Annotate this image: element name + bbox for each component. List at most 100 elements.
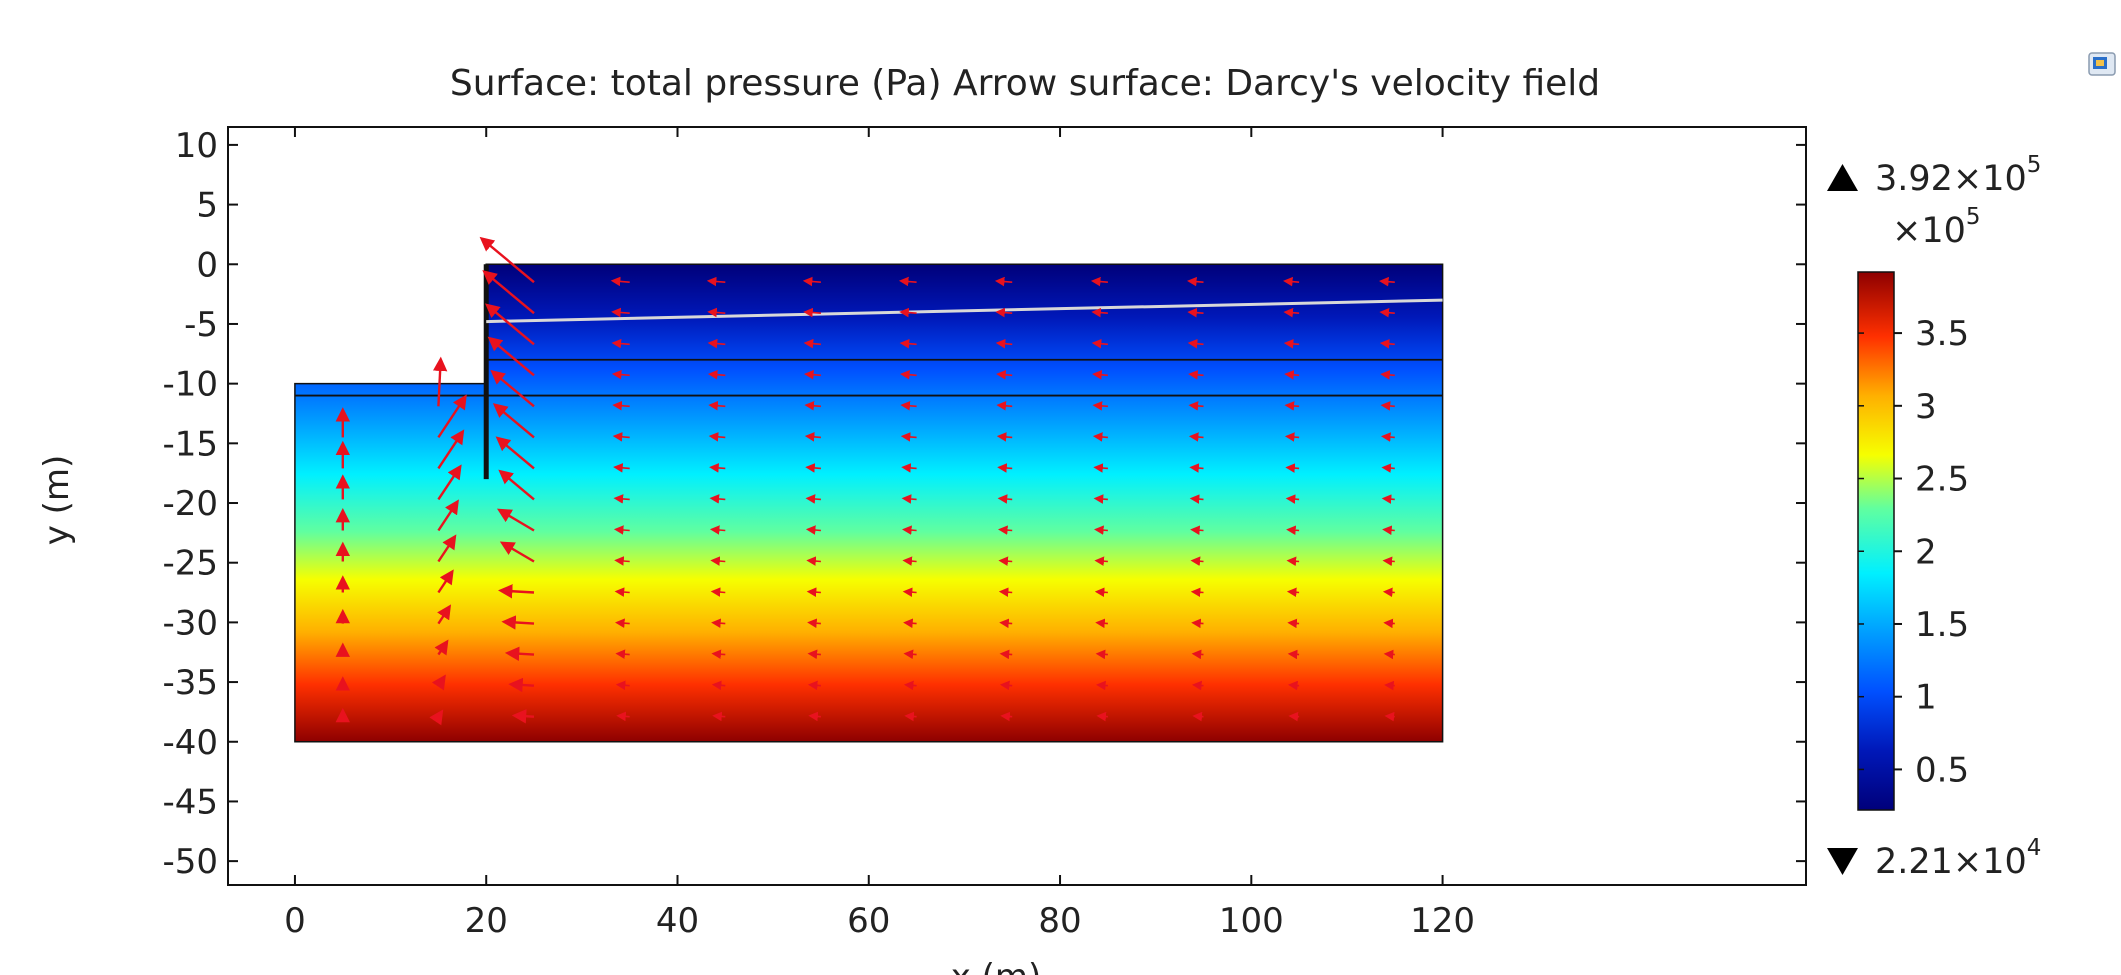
velocity-arrow xyxy=(1380,401,1395,411)
velocity-arrow xyxy=(504,646,535,661)
velocity-arrow xyxy=(616,711,630,722)
velocity-arrow xyxy=(1287,618,1300,629)
velocity-arrow xyxy=(1187,338,1204,349)
velocity-arrow xyxy=(1284,432,1300,442)
velocity-arrow xyxy=(1287,649,1300,660)
x-tick-label: 0 xyxy=(284,901,306,941)
y-axis-label: y (m) xyxy=(37,455,77,546)
velocity-arrow xyxy=(1283,307,1300,318)
velocity-arrow xyxy=(806,556,821,566)
velocity-arrow xyxy=(1189,463,1204,473)
y-tick-label: -10 xyxy=(162,365,218,405)
velocity-arrow xyxy=(1381,432,1395,442)
velocity-arrow xyxy=(802,276,821,287)
y-tick-label: -20 xyxy=(162,484,218,524)
y-tick-label: 5 xyxy=(196,186,218,226)
velocity-arrow xyxy=(900,432,917,442)
pressure-field xyxy=(294,263,1444,743)
y-tick-label: -5 xyxy=(184,305,218,345)
velocity-arrow xyxy=(1379,276,1395,287)
velocity-arrow xyxy=(709,494,726,504)
velocity-arrow xyxy=(1381,463,1395,473)
velocity-arrow xyxy=(710,556,726,566)
velocity-arrow xyxy=(708,400,726,411)
velocity-arrow xyxy=(1192,711,1204,722)
velocity-arrow xyxy=(1379,307,1395,318)
velocity-arrow xyxy=(499,541,535,563)
velocity-arrow xyxy=(901,494,917,504)
velocity-arrow xyxy=(432,356,448,407)
velocity-arrow xyxy=(1093,463,1108,473)
velocity-arrow xyxy=(994,276,1013,287)
velocity-arrow xyxy=(998,525,1013,535)
velocity-arrow xyxy=(707,369,726,380)
y-tick-label: -35 xyxy=(162,663,218,703)
velocity-arrow xyxy=(1096,680,1108,691)
colorbar-tick-label: 3.5 xyxy=(1915,314,1969,354)
velocity-arrow xyxy=(1091,338,1108,349)
velocity-arrow xyxy=(1096,711,1108,722)
velocity-arrow xyxy=(711,680,726,691)
velocity-arrow xyxy=(613,463,630,473)
velocity-arrow xyxy=(805,494,821,504)
min-triangle-icon xyxy=(1827,848,1858,875)
plot-frame xyxy=(227,126,1807,886)
colorbar-tick-label: 3 xyxy=(1915,387,1937,427)
y-tick-label: -50 xyxy=(162,842,218,882)
y-tick-label: -25 xyxy=(162,544,218,584)
velocity-arrow xyxy=(999,649,1013,660)
velocity-arrow xyxy=(437,429,465,470)
domain-lines xyxy=(294,264,1443,480)
velocity-arrow xyxy=(711,618,726,629)
velocity-arrow xyxy=(707,307,726,318)
velocity-arrow xyxy=(613,494,630,504)
velocity-arrow xyxy=(1380,370,1395,380)
x-tick-label: 80 xyxy=(1038,901,1081,941)
velocity-arrow xyxy=(804,432,821,442)
velocity-arrow xyxy=(437,534,457,563)
velocity-arrow xyxy=(1092,370,1108,380)
velocity-arrow xyxy=(490,369,535,408)
velocity-arrow xyxy=(711,649,726,660)
velocity-arrow xyxy=(437,499,459,532)
velocity-arrow xyxy=(803,338,821,349)
colorbar-tick-label: 0.5 xyxy=(1915,750,1969,790)
velocity-arrow xyxy=(495,436,535,470)
colorbar-ticks: 3.5 3 2.5 2 1.5 1 0.5 xyxy=(1858,314,1969,790)
velocity-arrow xyxy=(1381,494,1395,504)
velocity-arrow xyxy=(1286,525,1300,536)
velocity-arrow xyxy=(999,680,1013,691)
velocity-arrow xyxy=(498,469,535,501)
velocity-arrow xyxy=(1192,680,1204,691)
velocity-arrow xyxy=(1095,618,1108,629)
velocity-arrow xyxy=(900,401,917,411)
velocity-arrow xyxy=(1187,307,1204,318)
velocity-arrow xyxy=(1383,649,1395,660)
velocity-arrow xyxy=(1093,494,1108,504)
velocity-arrow xyxy=(611,307,630,318)
x-axis-ticks: 0 20 40 60 80 100 120 xyxy=(284,127,1475,941)
velocity-arrow xyxy=(901,463,917,473)
velocity-arrow xyxy=(898,276,917,287)
velocity-arrow xyxy=(1094,587,1108,598)
velocity-arrow xyxy=(996,370,1013,380)
colorbar-scale-label: ×105 xyxy=(1892,204,1981,251)
velocity-arrow xyxy=(998,587,1013,597)
velocity-arrow xyxy=(1379,339,1395,349)
velocity-arrow xyxy=(1285,463,1300,473)
velocity-arrow xyxy=(807,649,821,660)
colorbar-tick-label: 2 xyxy=(1915,532,1937,572)
velocity-arrow xyxy=(1092,432,1108,442)
velocity-arrow xyxy=(437,464,462,501)
velocity-arrow xyxy=(1190,587,1204,598)
y-tick-label: 0 xyxy=(196,245,218,285)
velocity-arrow xyxy=(806,587,821,597)
x-axis-label: x (m) xyxy=(951,957,1042,975)
image-icon[interactable] xyxy=(2088,52,2116,78)
velocity-arrow xyxy=(1288,680,1300,691)
colorbar-tick-label: 2.5 xyxy=(1915,460,1969,500)
velocity-arrow xyxy=(498,584,535,599)
velocity-arrow xyxy=(807,618,821,629)
velocity-arrow xyxy=(496,508,535,532)
